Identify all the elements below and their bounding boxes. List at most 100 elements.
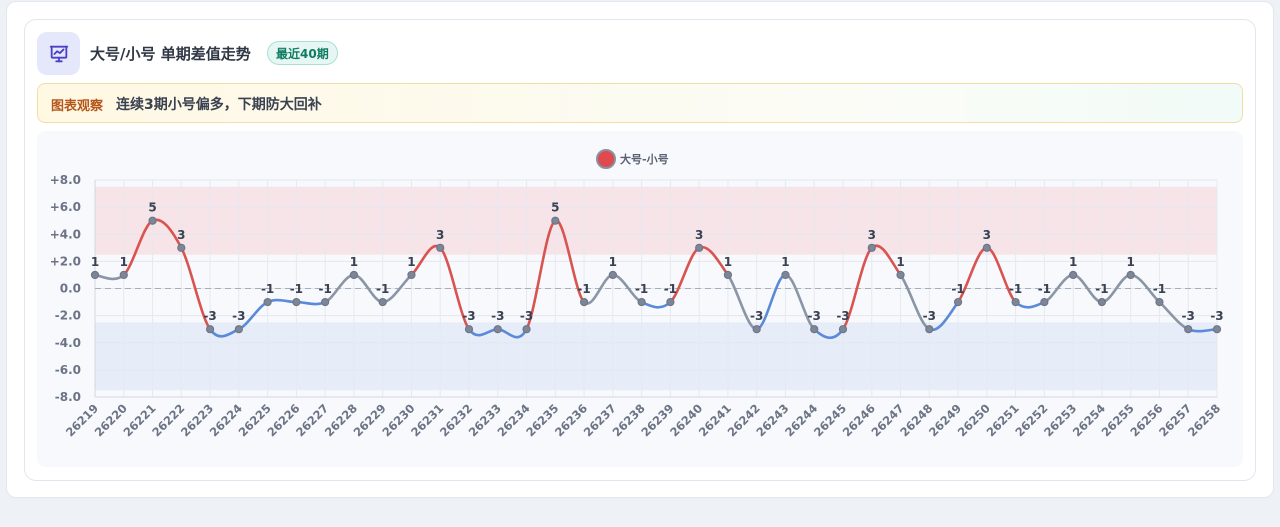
data-label: 1 bbox=[350, 255, 358, 269]
data-label: 1 bbox=[609, 255, 617, 269]
data-label: -3 bbox=[750, 309, 763, 323]
data-label: -3 bbox=[520, 309, 533, 323]
data-point bbox=[551, 216, 560, 225]
data-point bbox=[493, 325, 502, 334]
data-label: 3 bbox=[436, 228, 444, 242]
data-point bbox=[292, 297, 301, 307]
data-point bbox=[1184, 325, 1193, 334]
chart-presentation-icon bbox=[37, 32, 80, 75]
data-label: -3 bbox=[1210, 309, 1223, 323]
data-point bbox=[608, 270, 617, 280]
data-label: -1 bbox=[1153, 282, 1166, 296]
chart-legend[interactable]: 大号-小号 bbox=[596, 147, 669, 171]
data-point bbox=[1069, 270, 1078, 280]
data-label: 5 bbox=[148, 201, 156, 215]
observation-banner: 图表观察 连续3期小号偏多，下期防大回补 bbox=[37, 83, 1243, 123]
data-label: 3 bbox=[177, 228, 185, 242]
series-line-segment bbox=[438, 246, 471, 331]
data-point bbox=[234, 325, 243, 334]
data-point bbox=[1212, 325, 1222, 334]
data-point bbox=[148, 216, 157, 225]
observation-label: 图表观察 bbox=[51, 99, 104, 114]
data-point bbox=[982, 243, 991, 252]
data-point bbox=[810, 325, 819, 334]
data-point bbox=[925, 325, 934, 334]
data-label: -3 bbox=[232, 309, 245, 323]
data-point bbox=[695, 243, 704, 252]
data-point bbox=[1126, 270, 1135, 280]
y-tick-label: -8.0 bbox=[55, 390, 81, 404]
data-label: 1 bbox=[407, 255, 415, 269]
data-label: -1 bbox=[318, 282, 331, 296]
data-point bbox=[953, 297, 963, 307]
data-point bbox=[896, 270, 905, 280]
data-label: -3 bbox=[836, 309, 849, 323]
data-point bbox=[522, 325, 531, 334]
series-line-segment bbox=[1014, 300, 1046, 309]
data-point bbox=[637, 297, 646, 307]
legend-marker bbox=[596, 149, 616, 169]
y-tick-label: +8.0 bbox=[50, 173, 81, 187]
data-label: -1 bbox=[664, 282, 677, 296]
data-label: -1 bbox=[1095, 282, 1108, 296]
data-label: 1 bbox=[91, 255, 99, 269]
upper-band bbox=[95, 186, 1217, 255]
data-label: -1 bbox=[261, 282, 274, 296]
data-label: -3 bbox=[462, 309, 475, 323]
y-tick-label: +6.0 bbox=[50, 200, 81, 214]
data-point bbox=[407, 270, 416, 280]
series-line-segment bbox=[266, 298, 298, 304]
data-label: -1 bbox=[1009, 282, 1022, 296]
y-tick-label: 0.0 bbox=[60, 282, 81, 296]
y-tick-label: +2.0 bbox=[50, 254, 81, 268]
data-label: -3 bbox=[491, 309, 504, 323]
data-point bbox=[119, 270, 128, 280]
data-point bbox=[321, 297, 330, 307]
y-tick-label: +4.0 bbox=[50, 227, 81, 241]
data-label: -1 bbox=[376, 282, 389, 296]
data-point bbox=[752, 325, 761, 334]
data-point bbox=[723, 270, 733, 280]
data-point bbox=[349, 270, 359, 280]
series-line-segment bbox=[525, 219, 557, 331]
data-label: 3 bbox=[983, 228, 991, 242]
data-point bbox=[1155, 297, 1164, 307]
data-label: -3 bbox=[808, 309, 821, 323]
data-point bbox=[781, 270, 790, 280]
data-label: 3 bbox=[695, 228, 703, 242]
data-point bbox=[666, 297, 675, 307]
data-label: -3 bbox=[923, 309, 936, 323]
data-point bbox=[838, 325, 848, 334]
x-tick-label: 26258 bbox=[1185, 401, 1223, 439]
data-point bbox=[205, 325, 215, 334]
period-badge: 最近40期 bbox=[267, 41, 338, 65]
y-tick-label: -6.0 bbox=[55, 363, 81, 377]
data-point bbox=[1097, 297, 1107, 307]
data-point bbox=[867, 243, 876, 252]
observation-text: 连续3期小号偏多，下期防大回补 bbox=[116, 97, 322, 113]
data-point bbox=[1011, 297, 1020, 307]
series-line-segment bbox=[93, 273, 126, 281]
data-point bbox=[90, 270, 100, 280]
series-line-segment bbox=[841, 246, 874, 331]
legend-label: 大号-小号 bbox=[620, 153, 669, 166]
series-line-segment bbox=[640, 300, 672, 309]
data-label: -1 bbox=[290, 282, 303, 296]
data-label: -1 bbox=[1038, 282, 1051, 296]
data-label: 3 bbox=[868, 228, 876, 242]
data-label: -1 bbox=[635, 282, 648, 296]
data-label: -1 bbox=[577, 282, 590, 296]
data-label: 5 bbox=[551, 201, 559, 215]
data-point bbox=[263, 297, 272, 307]
lower-band bbox=[95, 322, 1217, 391]
data-point bbox=[177, 243, 186, 252]
data-label: 1 bbox=[781, 255, 789, 269]
data-label: -3 bbox=[1182, 309, 1195, 323]
data-point bbox=[464, 325, 474, 334]
data-label: 1 bbox=[120, 255, 128, 269]
data-point bbox=[579, 297, 589, 307]
chart-title: 大号/小号 单期差值走势 bbox=[90, 45, 251, 63]
y-tick-label: -2.0 bbox=[55, 309, 81, 323]
y-tick-label: -4.0 bbox=[55, 336, 81, 350]
